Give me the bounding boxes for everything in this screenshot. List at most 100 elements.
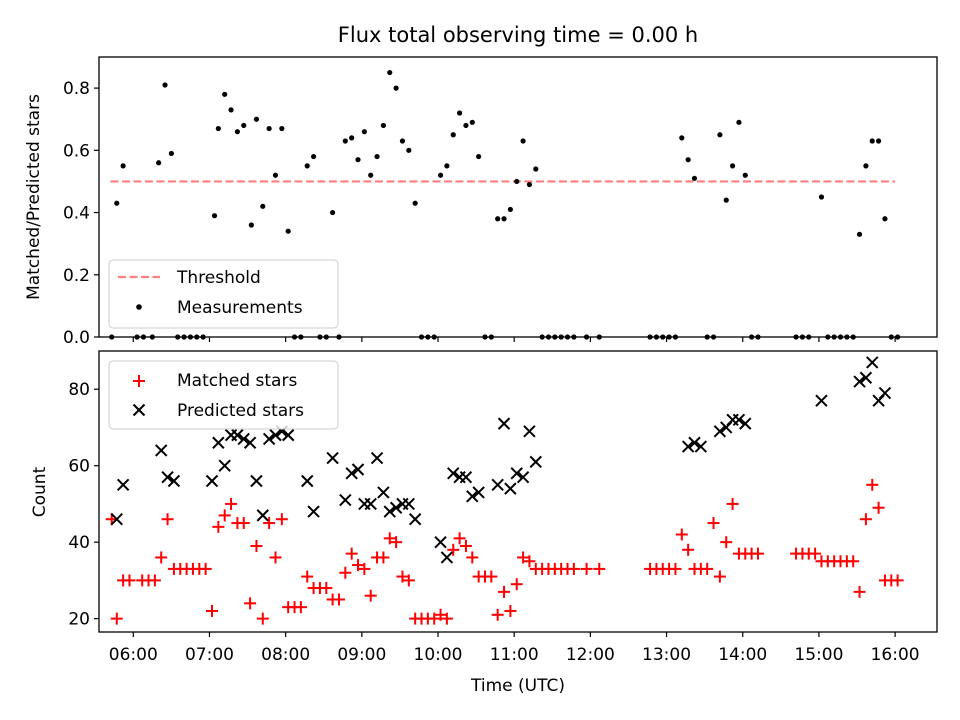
bottom-axes-frame [98, 350, 938, 633]
bottom-y-tick-label: 60 [68, 457, 90, 477]
matched-legend-swatch [133, 375, 145, 387]
measurement-point [533, 166, 539, 172]
measurement-point [168, 150, 174, 157]
matched-star-point [675, 528, 688, 541]
matched-star-point [891, 574, 904, 587]
predicted-star-point [497, 417, 511, 430]
matched-star-point [466, 551, 479, 564]
matched-star-point [682, 543, 695, 556]
measurement-point [120, 163, 126, 169]
measurement-point [412, 200, 418, 206]
matched-star-point [244, 597, 257, 610]
measurement-point [869, 138, 875, 144]
measurement-point [476, 153, 482, 160]
matched-star-point [148, 574, 161, 587]
top-panel: 0.00.20.40.60.8 Matched/Predicted stars … [24, 56, 938, 348]
matched-star-point [523, 555, 536, 568]
predicted-star-point [256, 509, 269, 522]
predicted-star-point [466, 490, 479, 503]
predicted-star-point [510, 467, 523, 480]
measurement-point [355, 157, 361, 163]
measurement-point [450, 132, 456, 138]
predicted-star-point [732, 413, 746, 427]
x-tick-label: 07:00 [185, 645, 234, 665]
measurement-point [248, 222, 254, 228]
measurement-point [875, 138, 882, 144]
matched-star-point [339, 566, 352, 579]
matched-star-point [358, 562, 371, 575]
predicted-star-point [326, 451, 339, 465]
predicted-star-point [301, 474, 314, 488]
x-tick-label: 15:00 [794, 645, 843, 665]
predicted-star-point [859, 371, 873, 384]
measurement-point [162, 82, 168, 88]
bottom-legend-box [108, 360, 339, 430]
bottom-plot-marks [105, 356, 904, 625]
predicted-star-point [447, 467, 460, 480]
matched-star-point [275, 513, 288, 526]
predicted-star-point [516, 470, 530, 484]
matched-star-point [123, 574, 136, 587]
matched-star-point [669, 562, 682, 575]
measurement-point [399, 138, 406, 144]
x-tick-label: 13:00 [642, 645, 691, 665]
matched-star-point [345, 547, 358, 560]
matched-star-point [218, 509, 231, 522]
predicted-star-point [459, 470, 473, 484]
measurement-point [444, 163, 450, 169]
predicted-star-point [351, 463, 365, 476]
x-axis-label: Time (UTC) [470, 676, 565, 696]
matched-star-point [263, 517, 276, 530]
measurement-point [361, 129, 367, 135]
matched-star-point [440, 612, 453, 625]
measurement-point [514, 178, 520, 185]
measurement-point [253, 116, 260, 122]
top-y-tick-label: 0.6 [63, 141, 90, 161]
top-y-axis: 0.0 0.2 0.4 0.6 0.8 [63, 79, 99, 348]
predicted-star-point [205, 474, 219, 488]
predicted-star-point [440, 551, 454, 564]
matched-star-point [320, 582, 333, 595]
measurement-point [222, 91, 228, 97]
measurement-point [285, 228, 291, 234]
measurement-point [717, 132, 723, 138]
matched-star-point [510, 578, 523, 591]
matched-star-point [593, 562, 606, 575]
measurement-point [437, 172, 444, 178]
top-x-axis [132, 337, 896, 342]
measurement-point [526, 181, 533, 188]
predicted-star-point [161, 470, 174, 484]
matched-star-point [199, 562, 212, 575]
matched-star-point [332, 593, 345, 606]
measurement-point [501, 216, 507, 222]
predicted-star-point [250, 474, 263, 488]
measurement-point [520, 138, 526, 144]
top-y-tick-label: 0.2 [63, 266, 90, 286]
bottom-y-tick-label: 20 [68, 610, 90, 630]
measurement-point [856, 231, 863, 237]
measurement-point [406, 147, 412, 153]
matched-star-point [504, 604, 517, 617]
measurement-point [374, 153, 380, 160]
measurement-point [387, 69, 393, 76]
matched-star-point [567, 562, 580, 575]
predicted-star-point [681, 440, 695, 453]
top-y-tick-label: 0.4 [63, 204, 90, 224]
matched-star-point [237, 517, 250, 530]
matched-star-point [402, 574, 415, 587]
predicted-star-point [281, 428, 295, 442]
predicted-star-point [529, 455, 542, 469]
predicted-star-point [262, 432, 276, 446]
measurement-point [679, 135, 685, 141]
matched-star-point [726, 497, 739, 510]
matched-star-point [301, 570, 314, 583]
top-y-tick-label: 0.0 [63, 328, 90, 348]
predicted-star-point [307, 505, 320, 518]
measurement-point [456, 110, 463, 116]
measurement-point [507, 206, 513, 213]
measurement-point [723, 197, 729, 203]
matched-star-point [364, 589, 377, 602]
predicted-star-point [212, 436, 225, 449]
